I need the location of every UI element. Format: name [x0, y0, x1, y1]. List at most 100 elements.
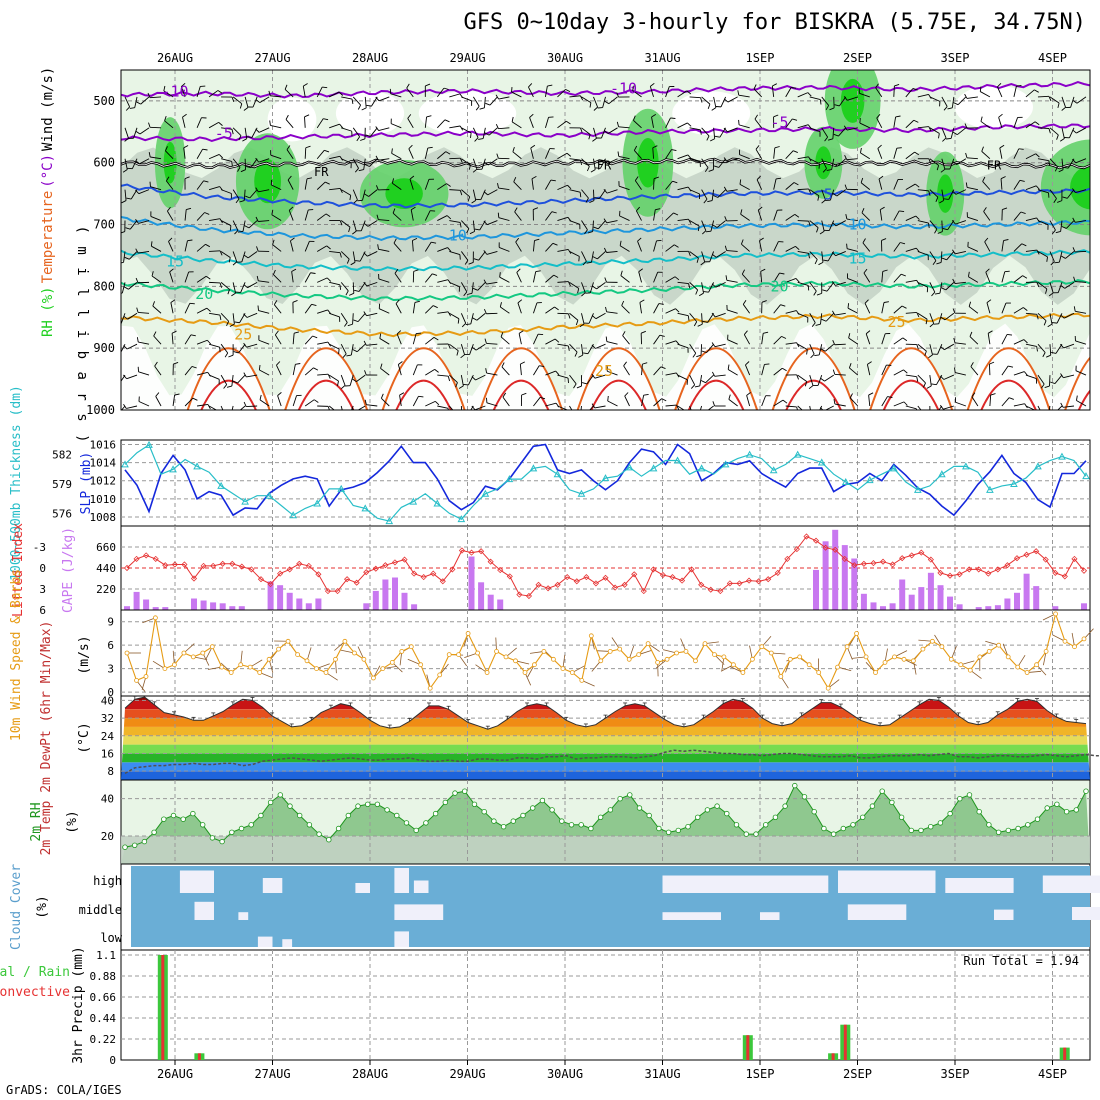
cloud-cell-high	[1042, 875, 1100, 893]
wind10m-marker	[295, 652, 301, 657]
li-marker	[363, 569, 370, 576]
wind-barb-flag	[603, 247, 607, 253]
wind-barb-flag	[182, 113, 187, 118]
wind-barb-flag	[349, 292, 354, 296]
wind-barb-shaft	[1061, 127, 1065, 139]
wind-barb-flag	[696, 257, 699, 263]
wind-barb-shaft	[809, 374, 814, 386]
wind-barb-flag	[483, 220, 488, 225]
wind-barb-flag	[147, 92, 151, 98]
wind-barb-shaft	[249, 189, 258, 199]
wind-barb-shaft	[785, 342, 797, 345]
cape-bar	[315, 598, 322, 610]
wind-barb-flag	[1019, 179, 1025, 182]
wind-barb-flag	[814, 259, 818, 265]
wind-barb-flag	[831, 251, 836, 256]
wind-barb-flag	[1000, 176, 1006, 180]
li-marker	[181, 561, 188, 568]
cape-bar	[899, 579, 906, 610]
wind-barb-shaft	[677, 186, 689, 191]
wind-barb-flag	[547, 84, 553, 87]
rh2m-base-band	[121, 836, 1090, 864]
temp2m-unit-label: (°C)	[77, 722, 92, 753]
cape-bar	[1033, 586, 1040, 610]
wind-barb-flag	[192, 397, 198, 401]
wind-barb-shaft	[500, 306, 510, 314]
wind-barb-shaft	[208, 122, 219, 129]
wind-barb-shaft	[893, 337, 904, 345]
wind-barb-flag	[398, 361, 403, 365]
wind-barb-flag	[670, 117, 676, 119]
li-marker	[238, 563, 245, 570]
wind-barb-shaft	[197, 404, 209, 407]
wind-barb-shaft	[653, 240, 657, 252]
wind-barb-shaft	[258, 339, 270, 345]
cape-bar	[487, 594, 494, 610]
wind-barb-flag	[712, 254, 717, 258]
wind-barb-flag	[580, 95, 584, 101]
rh2m-marker	[937, 820, 944, 826]
thickness-marker	[241, 497, 249, 505]
wind-barb-shaft	[247, 251, 258, 259]
wind-barb-flag	[980, 116, 983, 122]
wind-barb-shaft	[905, 151, 915, 160]
wind-barb-shaft	[1013, 180, 1021, 190]
wind-barb-flag	[202, 148, 208, 151]
wind-barb-shaft	[532, 271, 537, 283]
wind-barb-flag	[675, 308, 680, 313]
wind-axis-title: 10m Wind Speed & Barbs	[9, 569, 24, 741]
wind-barb-flag	[576, 417, 581, 418]
wind-barb-flag	[985, 268, 990, 273]
wind-barb-flag	[363, 281, 368, 287]
wind-barb-shaft	[632, 90, 642, 98]
wind-barb-shaft	[232, 220, 239, 231]
wind-barb-shaft	[317, 341, 329, 345]
wind10m-marker	[702, 641, 708, 646]
wind-barb-flag	[305, 145, 311, 149]
wind-barb-flag	[929, 323, 934, 328]
wind-barb-flag	[965, 182, 968, 188]
wind-barb-flag	[819, 230, 825, 235]
rh2m-marker	[976, 809, 982, 815]
wind-barb-shaft	[329, 343, 340, 350]
wind-barb-flag	[844, 184, 848, 190]
wind-barb-flag	[808, 417, 812, 420]
li-marker	[162, 562, 169, 569]
wind-barb-shaft	[437, 374, 449, 377]
wind-barb-shaft	[701, 282, 704, 294]
wind-barb-flag	[572, 415, 575, 419]
cape-bar	[870, 602, 877, 610]
wind10m-marker	[418, 662, 424, 668]
thickness-marker	[361, 504, 370, 512]
wind-barb-shaft	[351, 405, 354, 410]
wind-barb-flag	[1054, 261, 1060, 264]
rh2m-marker	[763, 822, 769, 828]
wind-barb-flag	[620, 270, 623, 276]
wind-barb-shaft	[184, 240, 188, 252]
wind-barb-shaft	[1074, 281, 1087, 283]
date-tick-label: 31AUG	[644, 1067, 680, 1081]
wind-barb-shaft	[809, 158, 820, 165]
rh2m-marker	[122, 844, 128, 850]
wind-barb-flag	[868, 392, 874, 396]
wind-barb-shaft	[955, 220, 967, 225]
wind-barb-flag	[964, 93, 968, 99]
wind-barb-flag	[816, 292, 822, 296]
wind-barb-shaft	[606, 251, 618, 253]
wind-barb-flag	[592, 138, 597, 142]
wind-barb-flag	[346, 354, 352, 357]
wind-barb-shaft	[569, 95, 581, 98]
wind-barb-flag	[1060, 402, 1064, 408]
axis-title-segment: Temperature	[40, 191, 56, 284]
wind-barb-shaft	[905, 247, 917, 252]
wind-barb-flag	[472, 168, 478, 173]
rh2m-marker	[559, 818, 565, 824]
wind-barb-shaft	[707, 405, 714, 410]
wind-barb-shaft	[701, 313, 703, 325]
wind-barb-flag	[952, 308, 956, 314]
wind-barb-flag	[228, 257, 231, 263]
wind-barb-flag	[346, 258, 350, 264]
wind-barb-shaft	[821, 96, 829, 106]
wind-barb-flag	[232, 380, 238, 384]
wind10m-marker	[1034, 662, 1039, 668]
